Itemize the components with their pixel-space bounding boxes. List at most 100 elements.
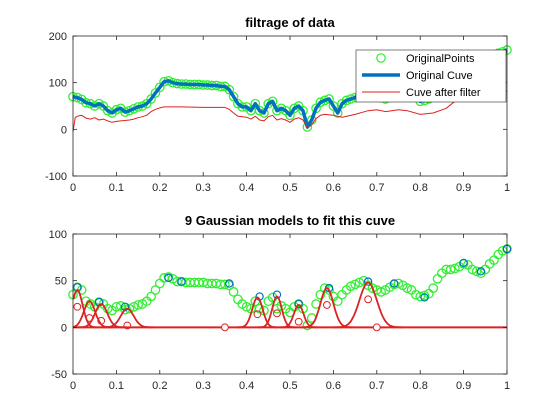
gaussian-marker — [123, 321, 132, 330]
bottom-plot-area — [68, 244, 512, 332]
data-point — [332, 108, 343, 118]
gaussian-model-curve — [72, 289, 98, 329]
peak-marker — [164, 273, 173, 283]
x-tick-label: 0.9 — [456, 182, 471, 194]
data-point — [241, 301, 252, 312]
x-tick-label: 0.2 — [152, 380, 167, 392]
y-tick-label: 100 — [49, 229, 67, 241]
x-tick-label: 0.5 — [282, 182, 297, 194]
peak-marker — [459, 258, 468, 268]
x-tick-label: 0.3 — [196, 380, 211, 392]
peak-marker — [272, 290, 282, 299]
gaussian-model-curve — [333, 281, 403, 329]
data-point — [228, 91, 239, 102]
bottom-chart-title: 9 Gaussian models to fit this cuve — [185, 213, 395, 228]
filtered-curve-line — [72, 90, 508, 132]
y-tick-label: -100 — [45, 171, 67, 183]
x-tick-label: 0.7 — [369, 380, 384, 392]
x-tick-label: 0.9 — [456, 380, 471, 392]
data-point — [376, 287, 386, 297]
x-tick-label: 0.7 — [369, 182, 384, 194]
gaussian-model-curve — [257, 295, 296, 329]
y-tick-label: 0 — [61, 124, 67, 136]
gaussian-marker — [73, 302, 82, 311]
gaussian-model-curve — [236, 296, 278, 329]
top-chart-title: filtrage of data — [245, 15, 335, 30]
data-point — [471, 266, 482, 277]
data-point — [315, 289, 326, 300]
gaussian-marker — [97, 316, 106, 325]
legend-label-filtered-curve: Cuve after filter — [406, 87, 481, 99]
legend-marker-originalpoints — [376, 53, 386, 63]
y-tick-label: 100 — [49, 78, 67, 90]
data-point — [220, 279, 230, 290]
y-tick-label: 0 — [61, 322, 67, 334]
data-point — [345, 281, 356, 292]
data-point — [150, 285, 161, 295]
gaussian-model-curve — [76, 303, 125, 329]
legend-label-originalpoints: OriginalPoints — [406, 53, 475, 65]
gaussian-marker — [294, 317, 303, 326]
zero-marker — [372, 323, 381, 332]
peak-marker — [294, 299, 303, 309]
data-point — [250, 98, 261, 109]
x-tick-label: 0.3 — [196, 182, 211, 194]
data-point — [328, 101, 339, 111]
peak-marker — [476, 267, 486, 276]
data-point — [228, 287, 239, 297]
peak-marker — [225, 279, 234, 288]
peak-marker — [389, 279, 399, 288]
data-point — [467, 264, 478, 275]
top-axes: 0 0.1 0.2 0.3 0.4 0.5 0.6 0.7 0.8 0.9 1-1000100200… — [45, 15, 512, 194]
x-tick-label: 0.1 — [109, 182, 124, 194]
data-point — [259, 108, 269, 118]
zero-marker — [221, 323, 229, 332]
x-tick-label: 0 — [70, 182, 76, 194]
data-point — [445, 264, 456, 275]
peak-marker — [177, 277, 186, 286]
y-tick-label: 200 — [49, 31, 67, 43]
data-point — [224, 280, 235, 291]
data-point — [419, 290, 430, 301]
data-point — [224, 84, 235, 95]
gaussian-marker — [253, 310, 262, 319]
bottom-axes-background — [73, 234, 507, 374]
data-point — [128, 301, 139, 312]
y-tick-label: -50 — [51, 369, 67, 381]
top-legend: OriginalPoints Original Cuve Cuve after … — [355, 49, 507, 103]
legend-label-original-curve: Original Cuve — [406, 70, 473, 82]
x-tick-label: 0.8 — [413, 380, 428, 392]
x-tick-label: 0.5 — [282, 380, 297, 392]
x-tick-label: 0.4 — [239, 182, 254, 194]
data-point — [428, 283, 439, 293]
gaussian-marker — [273, 309, 281, 318]
data-point — [146, 291, 156, 302]
x-tick-label: 0.4 — [239, 380, 254, 392]
x-tick-label: 0.8 — [413, 182, 428, 194]
gaussian-model-curve — [101, 307, 154, 329]
data-point — [415, 291, 426, 302]
data-point — [111, 301, 122, 312]
x-tick-label: 1 — [504, 380, 510, 392]
data-point — [450, 263, 460, 274]
data-point — [367, 283, 378, 293]
y-tick-label: 50 — [55, 276, 67, 288]
peak-marker — [420, 293, 429, 302]
x-tick-label: 1 — [504, 182, 510, 194]
x-tick-label: 0.6 — [326, 380, 341, 392]
data-point — [350, 279, 360, 290]
data-point — [285, 110, 295, 121]
x-tick-label: 0.2 — [152, 182, 167, 194]
peak-marker — [363, 277, 373, 286]
data-point — [393, 278, 404, 289]
data-point — [354, 277, 365, 288]
data-point — [254, 303, 265, 314]
x-tick-label: 0 — [70, 380, 76, 392]
gaussian-marker — [364, 295, 373, 304]
x-tick-label: 0.1 — [109, 380, 124, 392]
data-point — [267, 96, 278, 107]
